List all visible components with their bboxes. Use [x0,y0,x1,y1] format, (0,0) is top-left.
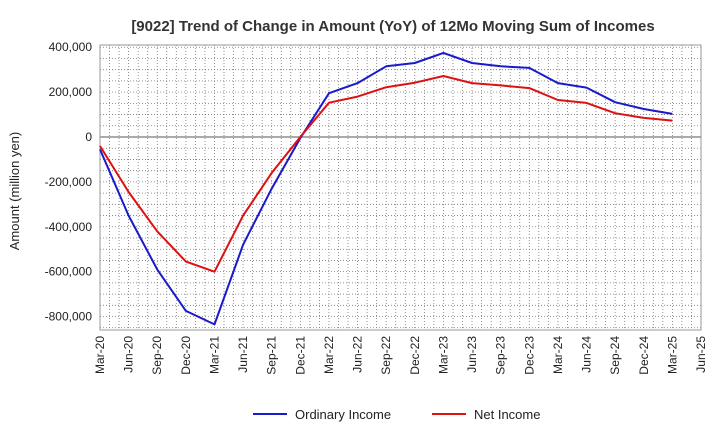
y-tick-label: -600,000 [45,265,93,279]
x-tick-label: Dec-24 [637,336,651,375]
x-tick-labels: Mar-20 Jun-20 Sep-20 Dec-20 Mar-21 Jun-21 Sep-… [93,336,708,375]
series-line-net-income [99,75,673,273]
x-tick-label: Sep-22 [379,336,393,375]
x-tick-label: Dec-23 [522,336,536,375]
plot-area [100,45,701,330]
x-tick-label: Dec-20 [179,336,193,375]
y-tick-labels: 400,000 200,000 0 -200,000 -400,000 -600,000 -… [45,40,93,323]
x-tick-label: Jun-20 [122,336,136,373]
series-line-ordinary-income [99,51,673,326]
y-axis-label: Amount (million yen) [7,132,22,251]
x-tick-label: Mar-20 [93,336,107,374]
y-tick-label: -800,000 [45,310,93,324]
x-tick-label: Jun-23 [465,336,479,373]
x-tick-label: Mar-24 [551,336,565,374]
plot-frame [99,44,702,331]
x-tick-label: Dec-22 [408,336,422,375]
x-tick-label: Mar-23 [436,336,450,374]
legend-label: Ordinary Income [295,407,391,422]
x-tick-label: Jun-22 [351,336,365,373]
x-tick-label: Jun-24 [580,336,594,373]
x-tick-label: Jun-25 [694,336,708,373]
grid-lines [100,45,701,330]
chart-title: [9022] Trend of Change in Amount (YoY) o… [131,18,654,35]
y-tick-label: 200,000 [49,85,93,99]
x-tick-label: Sep-23 [494,336,508,375]
x-tick-label: Sep-24 [608,336,622,375]
series-lines [99,51,673,326]
y-tick-label: 400,000 [49,40,93,54]
x-tick-label: Mar-25 [665,336,679,374]
x-tick-label: Mar-22 [322,336,336,374]
x-tick-label: Mar-21 [207,336,221,374]
legend-label: Net Income [474,407,540,422]
x-tick-label: Jun-21 [236,336,250,373]
legend: Ordinary Income Net Income [253,407,540,422]
y-tick-label: -400,000 [45,220,93,234]
y-tick-label: 0 [85,130,92,144]
x-tick-label: Sep-21 [265,336,279,375]
y-tick-label: -200,000 [45,175,93,189]
x-tick-label: Dec-21 [293,336,307,375]
x-tick-label: Sep-20 [150,336,164,375]
